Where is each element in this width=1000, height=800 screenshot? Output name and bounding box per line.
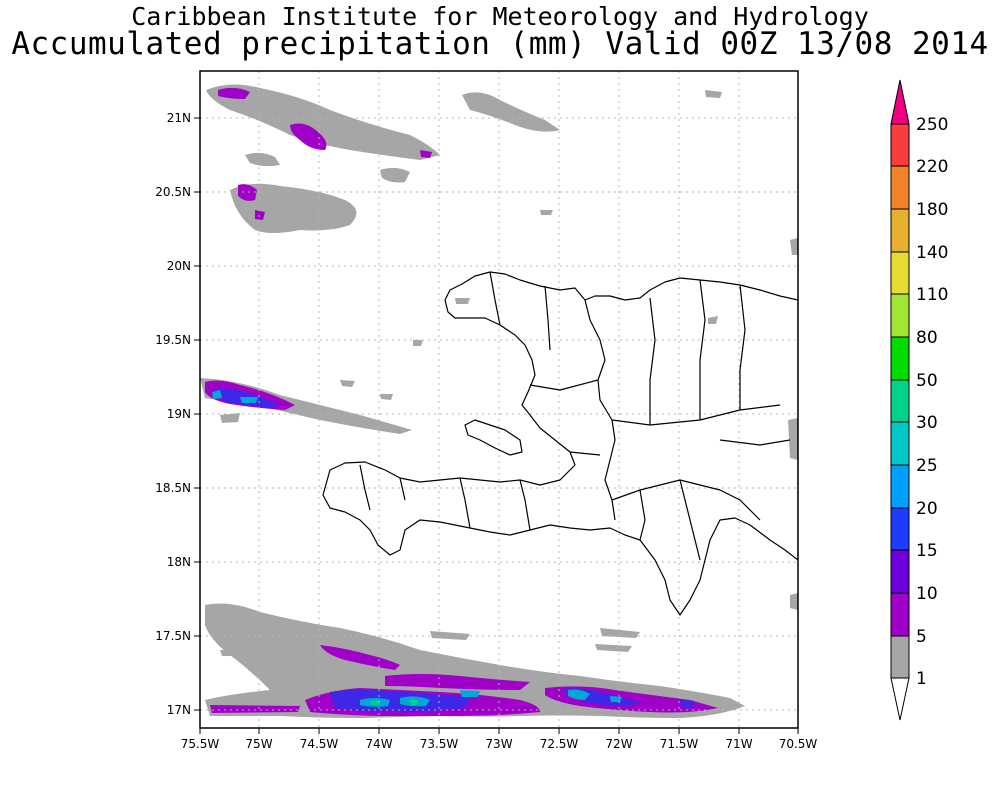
lat-label: 18N: [167, 555, 191, 569]
legend-label: 30: [916, 413, 938, 433]
chart-title-product: Accumulated precipitation (mm) Valid 00Z…: [11, 26, 989, 62]
lat-label: 17N: [167, 703, 191, 717]
legend-label: 250: [916, 115, 948, 135]
precip-30-50mm: [370, 700, 418, 705]
legend-label: 10: [916, 584, 938, 604]
legend-label: 220: [916, 157, 948, 177]
legend-swatch: [890, 464, 910, 509]
legend-label: 110: [916, 285, 948, 305]
lat-label: 20N: [167, 259, 191, 273]
lon-label: 74W: [365, 737, 392, 751]
lon-label: 74.5W: [300, 737, 339, 751]
legend-swatch: [890, 507, 910, 551]
legend-swatch: [890, 549, 910, 594]
lat-label: 17.5N: [155, 629, 191, 643]
legend-swatch: [890, 79, 910, 125]
legend-labels: 1 5 10 15 20 25 30 50 80 110 140 180 220…: [916, 115, 948, 689]
lon-label: 75.5W: [181, 737, 220, 751]
legend-swatch: [890, 635, 910, 679]
lon-label: 72W: [605, 737, 632, 751]
haiti-dr-border: [584, 299, 616, 521]
lon-label: 72.5W: [540, 737, 579, 751]
axis-ticks: [194, 117, 799, 734]
coastline: [322, 271, 798, 616]
legend-label: 140: [916, 243, 948, 263]
legend-label: 25: [916, 456, 938, 476]
legend-swatch: [890, 293, 910, 338]
legend-swatch: [890, 208, 910, 253]
color-legend: 1 5 10 15 20 25 30 50 80 110 140 180 220…: [890, 79, 948, 721]
lat-label: 18.5N: [155, 481, 191, 495]
legend-swatch: [890, 677, 910, 721]
legend-swatch: [890, 379, 910, 423]
legend-swatch: [890, 123, 910, 167]
chart-title-institute: Caribbean Institute for Meteorology and …: [131, 2, 869, 31]
legend-swatch: [890, 251, 910, 295]
lat-label: 19.5N: [155, 333, 191, 347]
legend-label: 5: [916, 627, 927, 647]
legend-label: 15: [916, 541, 938, 561]
lat-label: 20.5N: [155, 185, 191, 199]
lon-label: 73W: [485, 737, 512, 751]
admin-boundaries: [359, 271, 791, 561]
legend-label: 20: [916, 499, 938, 519]
legend-label: 1: [916, 669, 927, 689]
legend-label: 180: [916, 200, 948, 220]
lon-label: 73.5W: [420, 737, 459, 751]
latitude-labels: 21N 20.5N 20N 19.5N 19N 18.5N 18N 17.5N …: [155, 111, 191, 717]
legend-label: 80: [916, 328, 938, 348]
legend-swatch: [890, 421, 910, 466]
lon-label: 70.5W: [779, 737, 818, 751]
gonave-island: [464, 419, 523, 456]
hispaniola-outline: [322, 271, 798, 616]
legend-swatch: [890, 336, 910, 381]
lon-label: 75W: [245, 737, 272, 751]
legend-swatch: [890, 165, 910, 210]
legend-label: 50: [916, 371, 938, 391]
lon-label: 71.5W: [660, 737, 699, 751]
legend-swatch: [890, 592, 910, 637]
longitude-labels: 75.5W 75W 74.5W 74W 73.5W 73W 72.5W 72W …: [181, 737, 818, 751]
lat-label: 19N: [167, 407, 191, 421]
map-gridlines: [200, 71, 798, 728]
lon-label: 71W: [725, 737, 752, 751]
lat-label: 21N: [167, 111, 191, 125]
